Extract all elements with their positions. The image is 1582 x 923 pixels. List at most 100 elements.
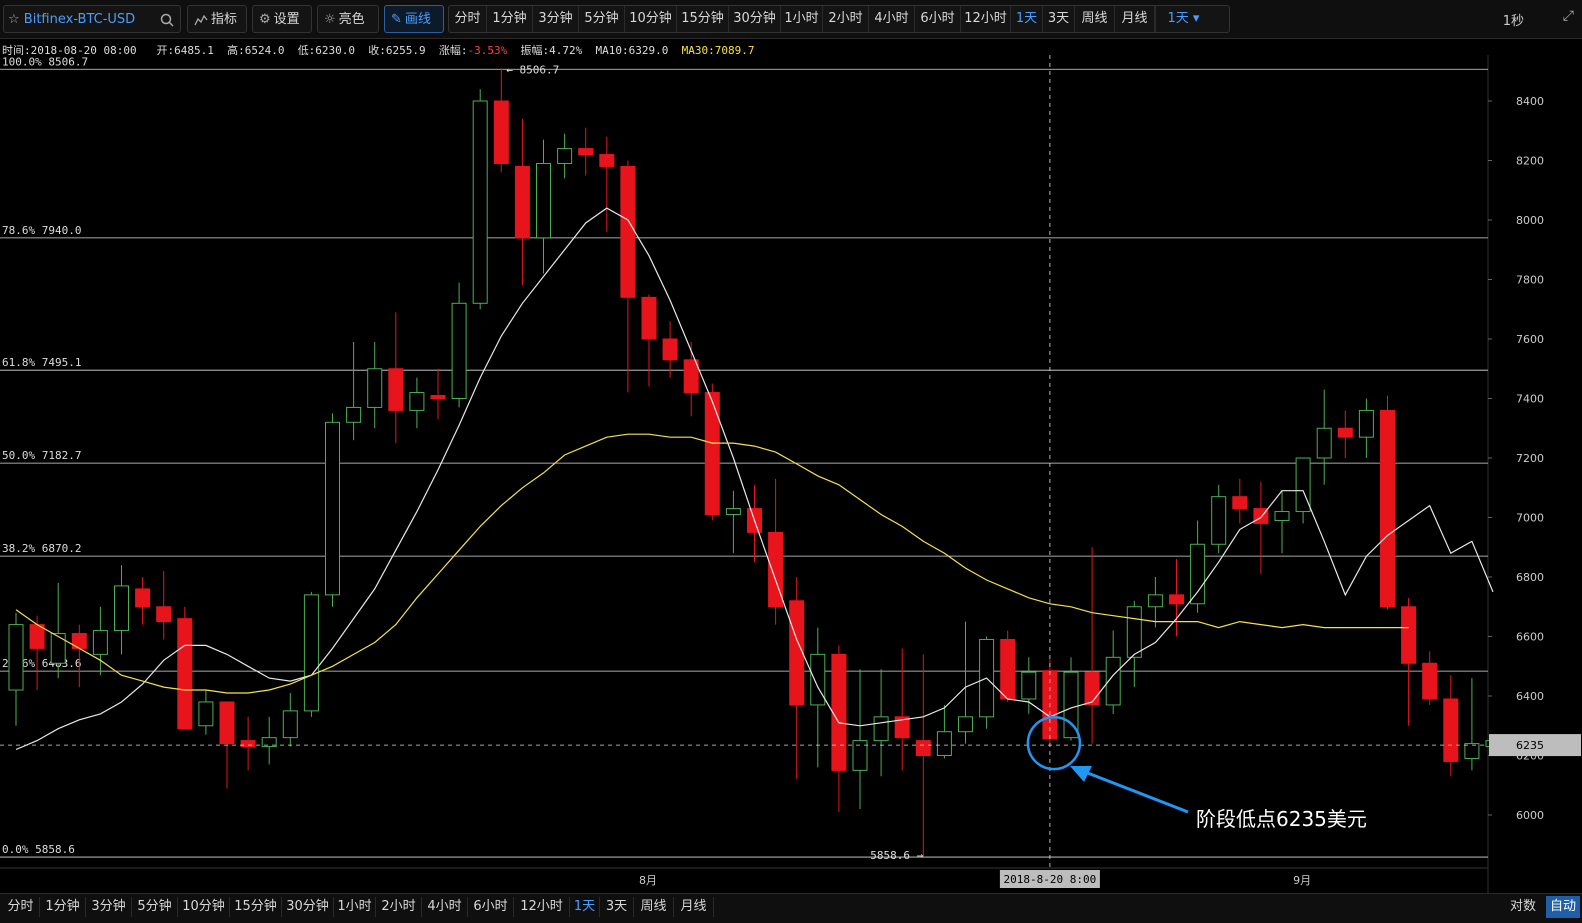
candle-body-48 <box>1021 671 1037 700</box>
info-close: 收:6255.9 <box>368 44 426 57</box>
draw-button[interactable]: ✎ 画线 <box>384 5 444 33</box>
ma10-line <box>15 207 1494 751</box>
timeframe-0[interactable]: 分时 <box>449 6 487 32</box>
info-amplitude: 振幅:4.72% <box>520 44 583 57</box>
auto-scale-toggle[interactable]: 自动 <box>1545 896 1580 918</box>
log-scale-toggle[interactable]: 对数 <box>1509 899 1536 914</box>
timeframe-group: 分时 1分钟 3分钟 5分钟 10分钟 15分钟 30分钟 1小时 2小时 4小时 6小时 12小时 1… <box>448 5 1230 33</box>
settings-button[interactable]: ⚙ 设置 <box>252 5 312 33</box>
candle-body-20 <box>430 395 446 399</box>
bottom-timeframe-6[interactable]: 30分钟 <box>282 897 334 917</box>
bottom-timeframe-3[interactable]: 5分钟 <box>132 897 178 917</box>
timeframe-6[interactable]: 30分钟 <box>729 6 781 32</box>
bottom-timeframe-5[interactable]: 15分钟 <box>230 897 282 917</box>
info-ma10: MA10:6329.0 <box>595 44 669 57</box>
crosshair-price-box <box>1489 734 1581 757</box>
timeframe-10[interactable]: 6小时 <box>915 6 961 32</box>
timeframe-dropdown[interactable]: 1天 ▾ <box>1155 6 1211 32</box>
candle-6 <box>135 577 151 625</box>
theme-button[interactable]: ☼ 亮色 <box>317 5 379 33</box>
candle-body-32 <box>683 359 699 394</box>
high-marker-label: ← 8506.7 <box>506 63 559 76</box>
candle-body-23 <box>493 100 509 164</box>
crosshair-date-box <box>999 870 1100 888</box>
bottom-timeframe-7[interactable]: 1小时 <box>334 897 376 917</box>
annotation-arrow-head <box>1070 766 1092 782</box>
annotation-text: 阶段低点6235美元 <box>1196 807 1367 831</box>
timeframe-5[interactable]: 15分钟 <box>677 6 729 32</box>
bottom-timeframe-12[interactable]: 1天 <box>570 897 600 917</box>
ma30-line <box>15 433 1409 694</box>
candle-body-27 <box>578 148 594 156</box>
candle-body-44 <box>936 731 952 757</box>
candle-body-65 <box>1380 409 1395 608</box>
candle-10 <box>219 701 235 789</box>
candle-69 <box>1464 678 1480 771</box>
timeframe-2[interactable]: 3分钟 <box>533 6 579 32</box>
bottom-timeframe-1[interactable]: 1分钟 <box>40 897 86 917</box>
search-icon[interactable] <box>160 6 174 32</box>
candle-body-25 <box>536 162 551 239</box>
bottom-timeframe-11[interactable]: 12小时 <box>514 897 570 917</box>
candle-body-62 <box>1316 427 1332 459</box>
timeframe-11[interactable]: 12小时 <box>961 6 1011 32</box>
annotation-arrow-line <box>1079 768 1189 814</box>
candle-17 <box>367 341 383 429</box>
candle-body-22 <box>472 100 488 304</box>
candle-body-34 <box>725 508 741 516</box>
candle-55 <box>1169 559 1184 637</box>
timeframe-14[interactable]: 周线 <box>1075 6 1115 32</box>
timeframe-1[interactable]: 1分钟 <box>487 6 533 32</box>
bottom-timeframe-4[interactable]: 10分钟 <box>178 897 230 917</box>
timeframe-3[interactable]: 5分钟 <box>579 6 625 32</box>
pencil-icon: ✎ <box>391 12 402 27</box>
timeframe-4[interactable]: 10分钟 <box>625 6 677 32</box>
bottom-timeframe-13[interactable]: 3天 <box>600 897 634 917</box>
candle-54 <box>1147 577 1163 628</box>
candle-body-5 <box>114 585 129 632</box>
candle-58 <box>1232 478 1248 524</box>
bottom-timeframe-10[interactable]: 6小时 <box>468 897 514 917</box>
candle-52 <box>1105 630 1121 714</box>
candle-body-7 <box>156 606 172 623</box>
candle-body-13 <box>282 710 298 739</box>
bottom-timeframe-2[interactable]: 3分钟 <box>86 897 132 917</box>
candle-body-51 <box>1084 671 1100 706</box>
candle-body-37 <box>789 600 805 706</box>
candlestick-chart[interactable]: 6000620064006600680070007200740076007800… <box>0 55 1582 893</box>
candle-25 <box>536 139 551 274</box>
timeframe-9[interactable]: 4小时 <box>869 6 915 32</box>
timeframe-13[interactable]: 3天 <box>1043 6 1075 32</box>
candle-8 <box>177 606 193 730</box>
info-ma30: MA30:7089.7 <box>681 44 755 57</box>
bottom-timeframe-9[interactable]: 4小时 <box>422 897 468 917</box>
candle-5 <box>114 565 129 655</box>
candle-body-2 <box>50 633 66 664</box>
candle-48 <box>1021 657 1037 714</box>
candle-21 <box>451 282 467 408</box>
bottom-timeframe-0[interactable]: 分时 <box>2 897 40 917</box>
bottom-timeframe-14[interactable]: 周线 <box>634 897 674 917</box>
candle-body-60 <box>1274 511 1290 521</box>
bottom-timeframe-15[interactable]: 月线 <box>674 897 714 917</box>
candle-11 <box>240 716 256 771</box>
candle-body-58 <box>1232 496 1248 510</box>
star-icon[interactable]: ☆ <box>8 12 20 27</box>
timeframe-7[interactable]: 1小时 <box>781 6 823 32</box>
fib-label-3: 50.0% 7182.7 <box>2 449 81 462</box>
candle-body-52 <box>1105 656 1121 706</box>
symbol-label: Bitfinex-BTC-USD <box>23 12 136 27</box>
candle-body-21 <box>451 302 467 399</box>
expand-icon[interactable]: ⤢ <box>1562 8 1574 24</box>
timeframe-8[interactable]: 2小时 <box>823 6 869 32</box>
symbol-search[interactable]: ☆ Bitfinex-BTC-USD <box>3 5 181 33</box>
timeframe-15[interactable]: 月线 <box>1115 6 1155 32</box>
indicators-button[interactable]: 指标 <box>187 5 247 33</box>
candle-27 <box>578 127 594 176</box>
chart-background <box>0 55 1582 893</box>
bottom-timeframe-8[interactable]: 2小时 <box>376 897 422 917</box>
chart-icon <box>194 6 208 32</box>
y-tick-3: 6600 <box>1516 631 1544 644</box>
info-high: 高:6524.0 <box>227 44 285 57</box>
timeframe-12[interactable]: 1天 <box>1011 6 1043 32</box>
